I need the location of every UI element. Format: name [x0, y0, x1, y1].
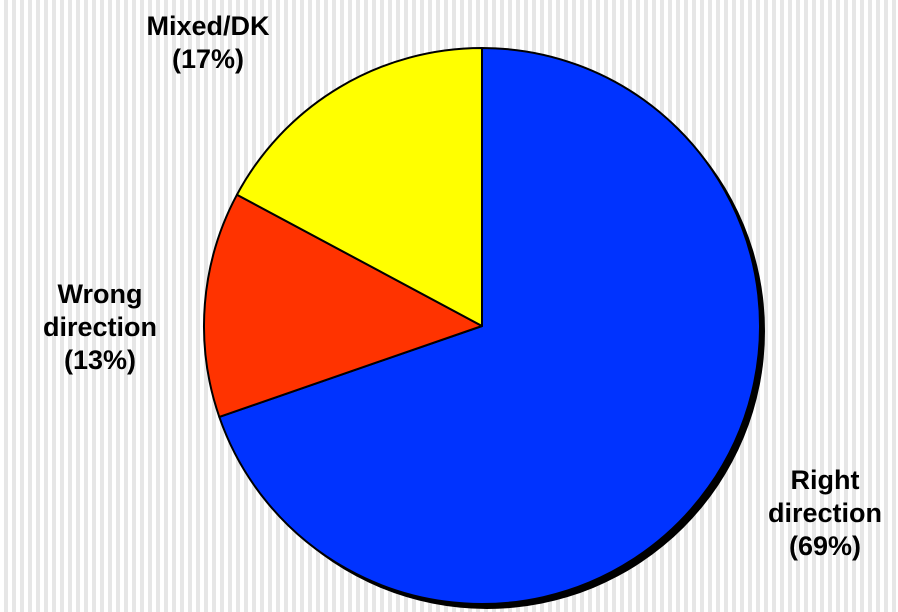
slice-label-right-direction: Right direction (69%)	[760, 464, 890, 563]
slice-label-wrong-line2: direction	[42, 312, 157, 342]
slice-label-mixed-pct: (17%)	[171, 44, 245, 74]
slice-label-right-pct: (69%)	[788, 531, 862, 561]
slice-label-wrong-direction: Wrong direction (13%)	[20, 278, 180, 377]
pie-slice-mixed-dk	[235, 47, 483, 327]
slice-label-right-line2: direction	[767, 498, 882, 528]
slice-label-wrong-pct: (13%)	[63, 345, 137, 375]
slice-label-wrong-line1: Wrong	[57, 279, 143, 309]
slice-label-right-line1: Right	[790, 465, 860, 495]
slice-label-mixed-line1: Mixed/DK	[146, 11, 270, 41]
pie-slice-wrong-direction	[203, 193, 483, 418]
pie-slices	[203, 47, 761, 605]
slice-label-mixed-dk: Mixed/DK (17%)	[118, 10, 298, 76]
pie-slice-right-direction	[218, 47, 761, 605]
